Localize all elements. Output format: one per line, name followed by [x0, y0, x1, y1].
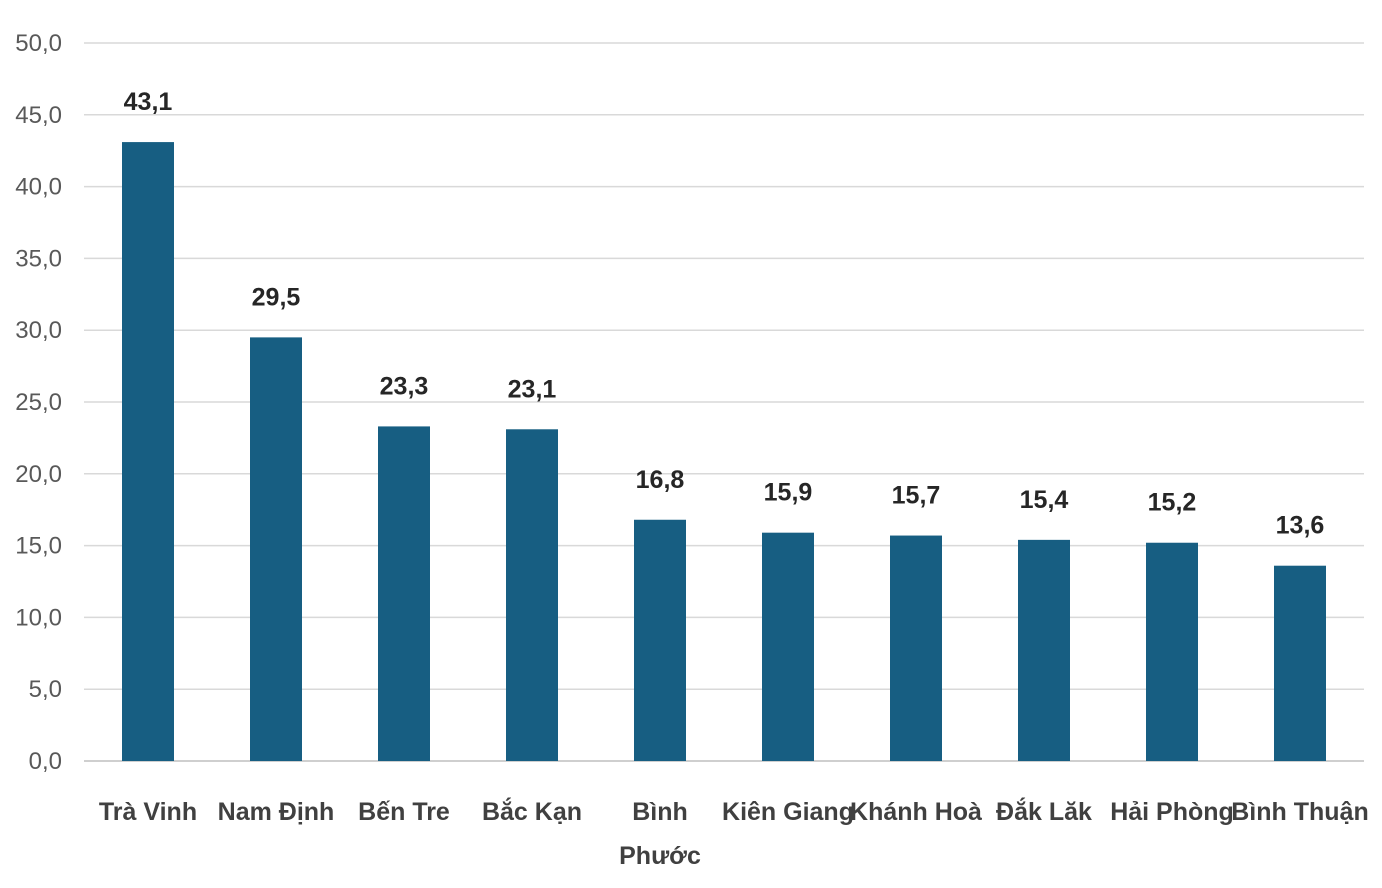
x-tick-label: Bình Thuận — [1231, 798, 1368, 826]
x-tick-label: Kiên Giang — [722, 798, 854, 826]
y-tick-label: 30,0 — [15, 317, 62, 344]
bar — [1146, 542, 1198, 761]
y-tick-label: 15,0 — [15, 533, 62, 560]
y-tick-label: 0,0 — [29, 748, 62, 775]
bar — [378, 426, 430, 761]
y-tick-label: 35,0 — [15, 245, 62, 272]
x-tick-label: Bắc Kạn — [482, 796, 582, 826]
data-label: 43,1 — [124, 88, 173, 116]
bars — [122, 142, 1326, 762]
y-tick-label: 25,0 — [15, 389, 62, 416]
data-label: 23,3 — [380, 372, 429, 400]
x-tick-label: Khánh Hoà — [850, 798, 982, 826]
x-tick-label: Hải Phòng — [1110, 798, 1234, 826]
bar — [506, 429, 558, 761]
bar — [1018, 539, 1070, 761]
x-tick-label: Đắk Lăk — [996, 796, 1092, 826]
x-tick-label: Bình Phước — [619, 798, 701, 870]
data-label: 15,4 — [1020, 486, 1069, 514]
data-label: 23,1 — [508, 375, 557, 403]
data-label: 15,7 — [892, 482, 941, 510]
x-tick-label: Trà Vinh — [99, 798, 197, 826]
bar — [250, 337, 302, 761]
y-tick-label: 40,0 — [15, 174, 62, 201]
data-labels: 43,1 29,5 23,3 23,1 16,8 15,9 15,7 15,4 15,2 13,6 — [124, 88, 1325, 540]
bar — [890, 535, 942, 761]
bar — [1274, 565, 1326, 761]
x-tick-label: Bến Tre — [358, 798, 450, 826]
bar — [122, 142, 174, 762]
y-tick-label: 45,0 — [15, 102, 62, 129]
y-tick-label: 50,0 — [15, 30, 62, 57]
bar — [762, 532, 814, 761]
x-tick-label: Nam Định — [218, 798, 335, 826]
y-axis: 0,0 5,0 10,0 15,0 20,0 25,0 30,0 35,0 40,0 45,0 50… — [15, 30, 62, 775]
bar — [634, 519, 686, 761]
y-tick-label: 20,0 — [15, 461, 62, 488]
y-tick-label: 10,0 — [15, 604, 62, 631]
y-tick-label: 5,0 — [29, 676, 62, 703]
data-label: 15,9 — [764, 479, 813, 507]
data-label: 29,5 — [252, 283, 301, 311]
data-label: 13,6 — [1276, 512, 1325, 540]
x-axis: Trà Vinh Nam Định Bến Tre Bắc Kạn Bình Phước K… — [99, 796, 1369, 870]
data-label: 15,2 — [1148, 489, 1197, 517]
data-label: 16,8 — [636, 466, 685, 494]
